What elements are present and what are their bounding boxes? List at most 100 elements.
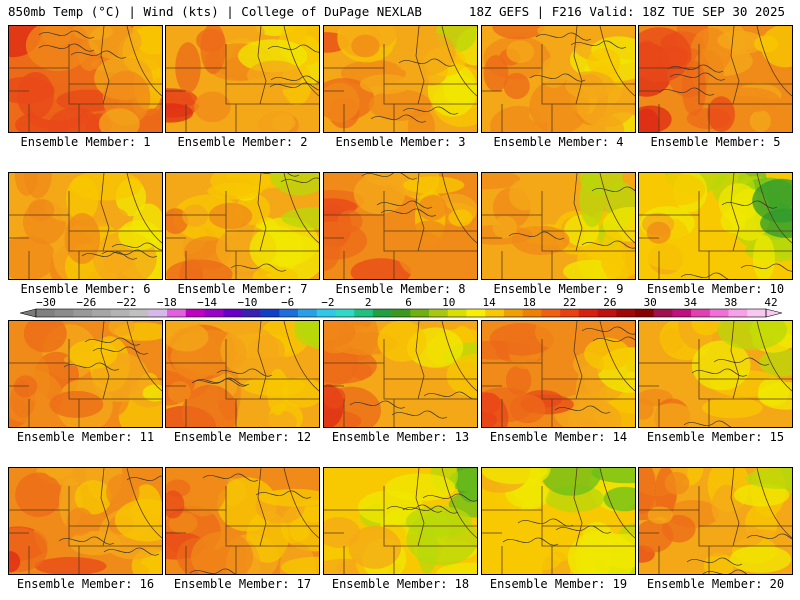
temperature-field xyxy=(166,321,319,427)
temperature-field xyxy=(9,26,162,132)
colorbar-segment xyxy=(429,309,449,317)
temperature-field xyxy=(482,26,635,132)
ensemble-member-label: Ensemble Member: 2 xyxy=(177,135,308,149)
colorbar-tick-label: −22 xyxy=(117,296,137,309)
colorbar-tick-label: 18 xyxy=(523,296,536,309)
colorbar-min-arrow xyxy=(19,308,37,318)
colorbar-tick-label: 22 xyxy=(563,296,576,309)
ensemble-member-label: Ensemble Member: 8 xyxy=(335,282,466,296)
colorbar-tick-label: 6 xyxy=(405,296,412,309)
colorbar-tick-label: 2 xyxy=(365,296,372,309)
colorbar-segment xyxy=(391,309,411,317)
model-run-valid-time: 18Z GEFS | F216 Valid: 18Z TUE SEP 30 20… xyxy=(468,4,785,19)
colorbar-segment xyxy=(354,309,374,317)
ensemble-member-label: Ensemble Member: 1 xyxy=(20,135,151,149)
colorbar-tick-label: −6 xyxy=(281,296,294,309)
colorbar-segment xyxy=(597,309,617,317)
colorbar-segment xyxy=(36,309,56,317)
ensemble-member-map xyxy=(323,25,478,133)
colorbar-segment xyxy=(447,309,467,317)
ensemble-member-label: Ensemble Member: 17 xyxy=(173,577,312,591)
ensemble-member-map xyxy=(481,467,636,575)
colorbar-segment xyxy=(616,309,636,317)
ensemble-member-map xyxy=(165,172,320,280)
colorbar-segment xyxy=(691,309,711,317)
colorbar-tick-label: −18 xyxy=(157,296,177,309)
colorbar-max-arrow xyxy=(765,308,783,318)
colorbar-tick-label: 26 xyxy=(603,296,616,309)
ensemble-member-label: Ensemble Member: 20 xyxy=(646,577,785,591)
colorbar-tick-label: 38 xyxy=(724,296,737,309)
ensemble-member-map xyxy=(638,172,793,280)
colorbar-segment xyxy=(522,309,542,317)
temperature-field xyxy=(639,468,792,574)
colorbar-segment xyxy=(298,309,318,317)
colorbar-segment xyxy=(316,309,336,317)
ensemble-member-label: Ensemble Member: 9 xyxy=(493,282,624,296)
ensemble-member-map xyxy=(165,467,320,575)
colorbar-segment xyxy=(485,309,505,317)
temperature-colorbar: −30 −26 −22 −18 −14 −10 −6 −2 2 6 10 14 18 22 26 30 34 38… xyxy=(19,296,783,318)
ensemble-member-label: Ensemble Member: 3 xyxy=(335,135,466,149)
colorbar-tick-label: −10 xyxy=(237,296,257,309)
colorbar-tick-label: 30 xyxy=(644,296,657,309)
colorbar-tick-label: −2 xyxy=(321,296,334,309)
ensemble-member-map xyxy=(638,467,793,575)
ensemble-member-map xyxy=(323,467,478,575)
colorbar-segment xyxy=(672,309,692,317)
temperature-field xyxy=(324,26,477,132)
ensemble-member-map xyxy=(638,25,793,133)
colorbar-tick-label: 10 xyxy=(442,296,455,309)
colorbar-segment xyxy=(634,309,654,317)
temperature-field xyxy=(9,468,162,574)
colorbar-segment xyxy=(653,309,673,317)
ensemble-member-map xyxy=(8,172,163,280)
colorbar-segment xyxy=(728,309,748,317)
colorbar-segment xyxy=(335,309,355,317)
temperature-field xyxy=(639,321,792,427)
colorbar-tick-label: −14 xyxy=(197,296,217,309)
colorbar-tick-label: 34 xyxy=(684,296,698,309)
colorbar-tick-label: −30 xyxy=(36,296,56,309)
colorbar-segment xyxy=(73,309,93,317)
ensemble-member-map xyxy=(8,467,163,575)
colorbar-tick-label: 14 xyxy=(482,296,496,309)
temperature-field xyxy=(324,173,477,279)
colorbar-segment xyxy=(223,309,243,317)
colorbar-segment xyxy=(167,309,187,317)
ensemble-member-label: Ensemble Member: 12 xyxy=(173,430,312,444)
ensemble-member-label: Ensemble Member: 4 xyxy=(493,135,624,149)
colorbar-segment xyxy=(148,309,168,317)
temperature-field xyxy=(166,468,319,574)
colorbar-segment xyxy=(110,309,130,317)
colorbar-segment xyxy=(185,309,205,317)
temperature-field xyxy=(639,173,792,279)
ensemble-member-map xyxy=(8,25,163,133)
ensemble-member-label: Ensemble Member: 18 xyxy=(331,577,470,591)
colorbar-segment xyxy=(92,309,112,317)
ensemble-member-label: Ensemble Member: 13 xyxy=(331,430,470,444)
colorbar-segment xyxy=(372,309,392,317)
colorbar-segment xyxy=(54,309,74,317)
ensemble-member-map xyxy=(165,320,320,428)
colorbar-segment xyxy=(541,309,561,317)
ensemble-member-map xyxy=(481,320,636,428)
colorbar-segment xyxy=(747,309,767,317)
temperature-field xyxy=(482,321,635,427)
map-title: 850mb Temp (°C) | Wind (kts) | College o… xyxy=(8,4,422,19)
ensemble-member-map xyxy=(8,320,163,428)
ensemble-member-map xyxy=(323,320,478,428)
ensemble-member-map xyxy=(165,25,320,133)
colorbar-segment xyxy=(279,309,299,317)
colorbar-segment xyxy=(260,309,280,317)
temperature-field xyxy=(166,173,319,279)
ensemble-member-map xyxy=(481,172,636,280)
temperature-field xyxy=(482,468,635,574)
temperature-field xyxy=(324,468,477,574)
temperature-field xyxy=(9,321,162,427)
ensemble-member-map xyxy=(323,172,478,280)
temperature-field xyxy=(166,26,319,132)
colorbar-segment xyxy=(578,309,598,317)
temperature-field xyxy=(639,26,792,132)
colorbar-segment xyxy=(129,309,149,317)
